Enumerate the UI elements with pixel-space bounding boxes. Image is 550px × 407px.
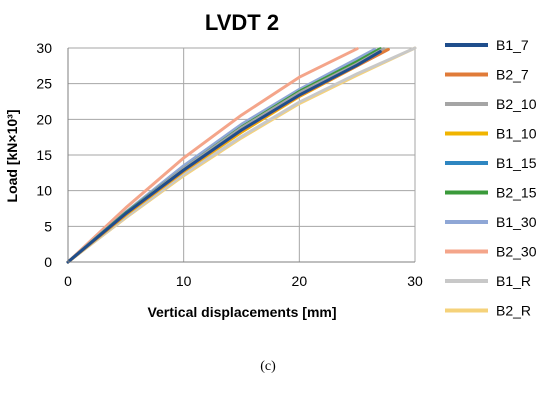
legend-label: B2_30 <box>496 244 537 260</box>
legend-item: B1_R <box>445 273 531 289</box>
x-tick-label: 10 <box>176 273 192 289</box>
chart-title: LVDT 2 <box>205 10 279 35</box>
axes <box>67 48 415 263</box>
series-line-b1-15 <box>66 47 385 264</box>
legend-label: B1_15 <box>496 155 537 171</box>
figure-caption: (c) <box>260 359 276 374</box>
x-axis-label: Vertical displacements [mm] <box>147 304 336 320</box>
legend-item: B2_R <box>445 303 531 319</box>
y-tick-label: 15 <box>36 147 52 163</box>
y-tick-label: 30 <box>36 40 52 56</box>
legend: B1_7 B2_7 B2_10 B1_10 B1_15 B2_15 B1_30 B2_30 B1… <box>445 37 537 319</box>
legend-item: B2_7 <box>445 67 529 83</box>
x-tick-label: 30 <box>407 273 423 289</box>
legend-label: B1_10 <box>496 126 537 142</box>
grid <box>67 47 416 263</box>
x-tick-label: 0 <box>64 273 72 289</box>
series-line-b1-r <box>66 46 417 264</box>
legend-label: B1_30 <box>496 214 537 230</box>
legend-item: B1_7 <box>445 37 529 53</box>
legend-label: B1_R <box>496 273 531 289</box>
y-tick-label: 20 <box>36 111 52 127</box>
legend-item: B1_30 <box>445 214 537 230</box>
series-layer <box>66 46 417 264</box>
legend-item: B1_15 <box>445 155 537 171</box>
series-line-b1-7 <box>66 50 382 264</box>
legend-label: B2_10 <box>496 96 537 112</box>
y-tick-label: 10 <box>36 183 52 199</box>
y-tick-label: 5 <box>44 218 52 234</box>
legend-label: B2_7 <box>496 67 529 83</box>
y-axis-label: Load [kN×10³] <box>4 110 20 203</box>
legend-item: B2_15 <box>445 185 537 201</box>
legend-item: B2_30 <box>445 244 537 260</box>
tick-labels: 0 5 10 15 20 25 30 0 10 20 30 <box>36 40 423 289</box>
legend-label: B1_7 <box>496 37 529 53</box>
y-tick-label: 0 <box>44 254 52 270</box>
x-tick-label: 20 <box>292 273 308 289</box>
y-tick-label: 25 <box>36 76 52 92</box>
legend-label: B2_R <box>496 303 531 319</box>
legend-label: B2_15 <box>496 185 537 201</box>
legend-item: B2_10 <box>445 96 537 112</box>
legend-item: B1_10 <box>445 126 537 142</box>
series-line-b2-30 <box>66 47 359 264</box>
